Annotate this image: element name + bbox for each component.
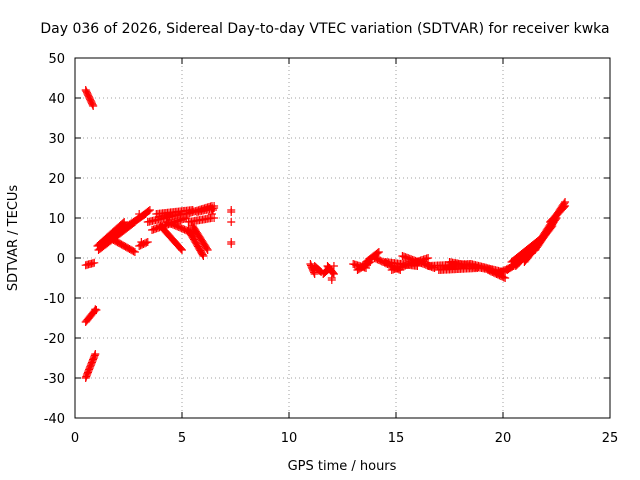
y-axis-label: SDTVAR / TECUs xyxy=(6,185,21,292)
data-point xyxy=(130,248,139,256)
y-tick-label: 20 xyxy=(48,172,65,187)
data-point xyxy=(210,202,219,210)
data-point xyxy=(198,250,207,259)
data-point xyxy=(323,266,332,274)
x-tick-label: 20 xyxy=(495,431,512,446)
data-point xyxy=(92,306,101,314)
data-point xyxy=(227,208,236,216)
y-tick-label: -30 xyxy=(44,372,65,387)
data-point xyxy=(227,218,236,226)
y-tick-label: 50 xyxy=(48,52,65,67)
data-point xyxy=(91,350,100,358)
y-tick-label: 30 xyxy=(48,132,65,147)
data-point xyxy=(90,258,99,267)
data-point xyxy=(424,254,433,262)
data-point xyxy=(202,244,211,253)
data-point xyxy=(176,244,185,253)
data-point xyxy=(135,210,144,218)
y-tick-label: -40 xyxy=(44,412,65,427)
data-point xyxy=(227,240,236,248)
data-point xyxy=(129,247,138,256)
gridlines xyxy=(75,58,610,418)
y-tick-label: 10 xyxy=(48,212,65,227)
data-point xyxy=(559,203,568,212)
x-tick-label: 25 xyxy=(602,431,619,446)
data-point xyxy=(207,210,216,218)
x-tick-label: 0 xyxy=(71,431,79,446)
chart-title: Day 036 of 2026, Sidereal Day-to-day VTE… xyxy=(40,21,609,37)
data-point xyxy=(91,305,100,314)
x-axis-ticks: 0 5 10 15 20 25 xyxy=(71,58,618,446)
data-point xyxy=(145,206,154,214)
data-point xyxy=(178,246,186,254)
data-point xyxy=(561,202,570,210)
data-point xyxy=(199,252,208,260)
y-axis-ticks: -40 -30 -20 -10 0 10 20 30 40 50 xyxy=(44,52,610,427)
data-point xyxy=(310,270,319,278)
plot-frame xyxy=(74,57,611,419)
x-axis-label: GPS time / hours xyxy=(288,459,397,474)
y-tick-label: 0 xyxy=(57,252,65,267)
y-tick-label: -10 xyxy=(44,292,65,307)
data-points xyxy=(81,86,570,382)
x-tick-label: 10 xyxy=(281,431,298,446)
data-point xyxy=(310,268,319,277)
data-point xyxy=(137,238,146,246)
data-point xyxy=(209,206,218,214)
data-point xyxy=(501,274,510,282)
data-point xyxy=(327,276,336,284)
y-tick-label: -20 xyxy=(44,332,65,347)
data-point xyxy=(142,238,151,247)
data-point xyxy=(329,268,338,277)
x-tick-label: 15 xyxy=(388,431,405,446)
data-point xyxy=(88,100,97,109)
data-point xyxy=(329,262,338,270)
data-point xyxy=(144,206,153,215)
y-tick-label: 40 xyxy=(48,92,65,107)
data-point xyxy=(89,102,98,110)
data-point xyxy=(90,307,99,316)
data-point xyxy=(374,248,383,256)
data-point xyxy=(210,214,219,222)
data-point xyxy=(203,246,212,254)
x-tick-label: 5 xyxy=(178,431,186,446)
